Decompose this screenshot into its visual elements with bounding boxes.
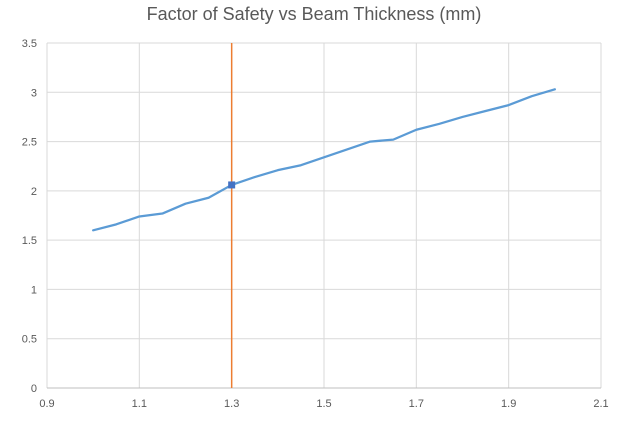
- data-point: [370, 141, 371, 142]
- data-point: [324, 157, 325, 158]
- data-point: [208, 197, 209, 198]
- series: [92, 88, 556, 232]
- x-tick-label: 1.7: [409, 398, 424, 410]
- data-point: [139, 216, 140, 217]
- data-point: [93, 230, 94, 231]
- data-point: [393, 139, 394, 140]
- data-point: [277, 170, 278, 171]
- y-tick-label: 1.5: [22, 235, 37, 247]
- x-tick-label: 1.3: [224, 398, 239, 410]
- data-point: [162, 213, 163, 214]
- x-tick-label: 1.5: [316, 398, 331, 410]
- x-tick-label: 0.9: [39, 398, 54, 410]
- data-point: [416, 129, 417, 130]
- y-tick-label: 2.5: [22, 137, 37, 149]
- data-point: [554, 89, 555, 90]
- y-tick-label: 3.5: [22, 38, 37, 50]
- data-point: [485, 111, 486, 112]
- highlight-marker: [228, 181, 236, 189]
- markers: [228, 43, 236, 388]
- y-tick-label: 0: [31, 383, 37, 395]
- x-tick-label: 2.1: [593, 398, 608, 410]
- data-point: [531, 96, 532, 97]
- data-point: [439, 123, 440, 124]
- x-tick-label: 1.1: [132, 398, 147, 410]
- tick-labels: 0 0.5 1 1.5 2 2.5 3 3.5 0.9 1.1 1.3 1.5 1.7 1.9 2.1: [22, 38, 609, 410]
- data-point: [508, 105, 509, 106]
- chart-title: Factor of Safety vs Beam Thickness (mm): [146, 4, 482, 24]
- data-point: [185, 203, 186, 204]
- data-point: [347, 149, 348, 150]
- y-tick-label: 0.5: [22, 334, 37, 346]
- data-point: [300, 165, 301, 166]
- y-tick-label: 1: [31, 284, 37, 296]
- data-point: [116, 224, 117, 225]
- series-line: [92, 88, 556, 232]
- y-tick-label: 3: [31, 87, 37, 99]
- x-tick-label: 1.9: [501, 398, 516, 410]
- grid: [46, 42, 602, 388]
- y-tick-label: 2: [31, 186, 37, 198]
- data-point: [254, 177, 255, 178]
- data-point: [462, 116, 463, 117]
